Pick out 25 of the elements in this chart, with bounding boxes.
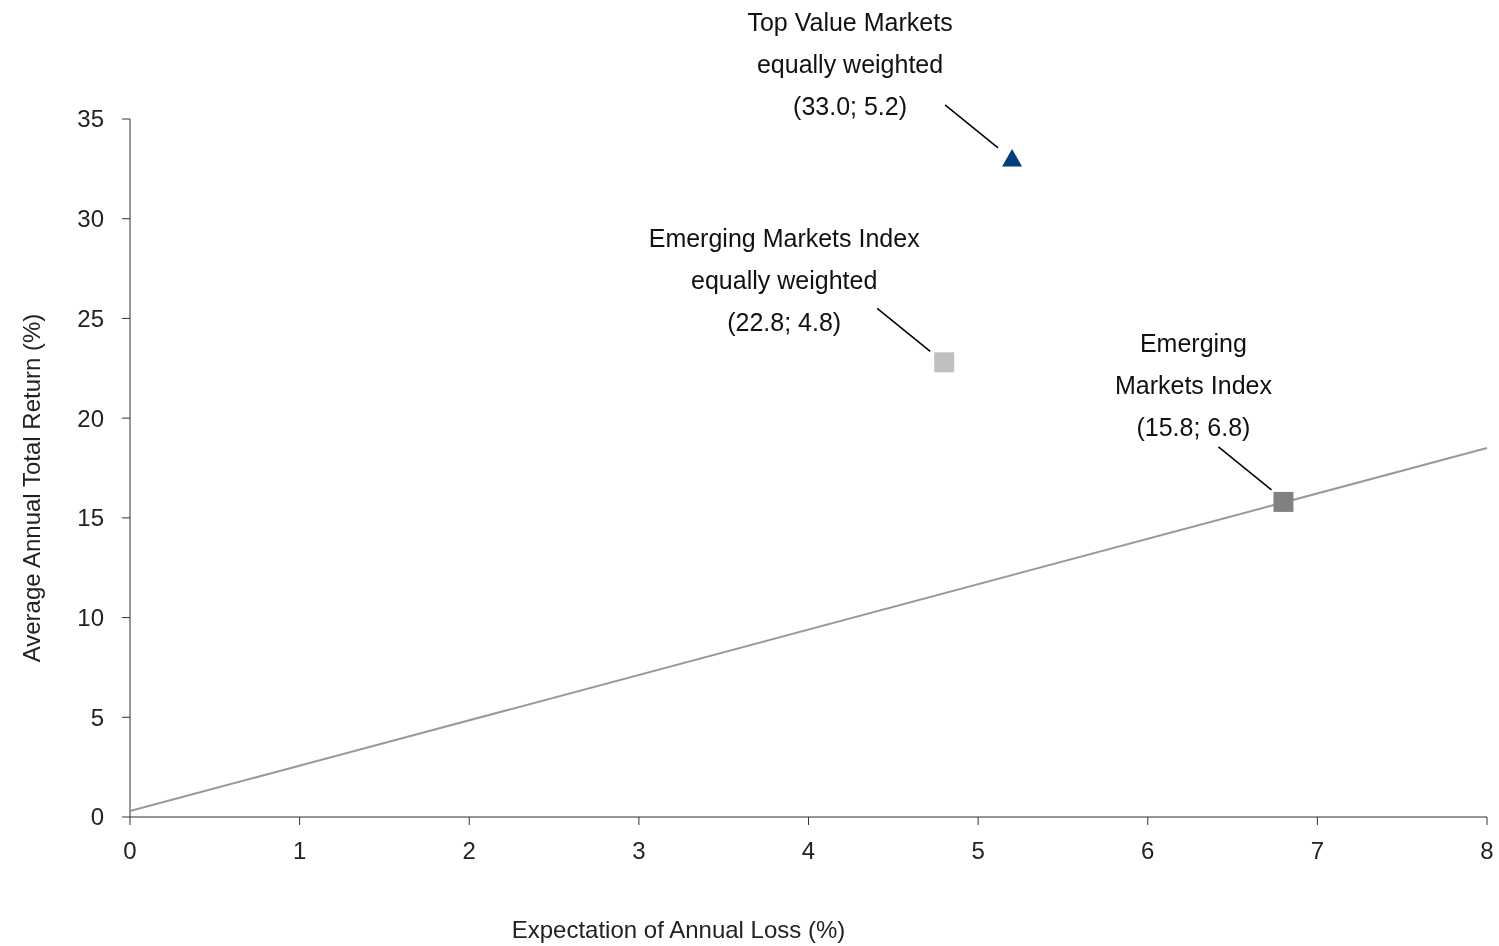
x-tick-label: 7 (1310, 837, 1325, 864)
annotation: Top Value Markets equally weighted (33.0; 5.2) (747, 7, 953, 120)
y-tick-label: 25 (77, 304, 104, 332)
y-tick-label: 35 (77, 105, 104, 133)
y-axis-title: Average Annual Total Return (%) (18, 313, 45, 663)
x-axis-title: Expectation of Annual Loss (%) (511, 916, 846, 943)
annotation: Emerging Markets Index equally weighted (22.8; 4.8) (648, 224, 921, 337)
x-tick-label: 1 (292, 837, 307, 864)
x-tick-label: 2 (462, 837, 476, 864)
y-tick-label: 15 (77, 504, 104, 532)
point (934, 352, 955, 373)
y-tick-label: 20 (77, 404, 104, 432)
y-tick-label: 10 (77, 603, 104, 631)
y-tick-label: 5 (90, 703, 104, 731)
y-tick-label: 0 (90, 803, 104, 831)
point (1273, 491, 1294, 512)
x-tick-label: 6 (1141, 837, 1155, 864)
point (1002, 148, 1023, 167)
x-tick-label: 8 (1480, 837, 1494, 864)
x-tick-label: 0 (123, 837, 137, 864)
x-tick-label: 3 (632, 837, 646, 864)
x-tick-label: 4 (801, 837, 816, 864)
y-tick-label: 30 (77, 205, 104, 233)
x-tick-label: 5 (971, 837, 985, 864)
annotation: Emerging Markets Index (15.8; 6.8) (1114, 328, 1273, 441)
